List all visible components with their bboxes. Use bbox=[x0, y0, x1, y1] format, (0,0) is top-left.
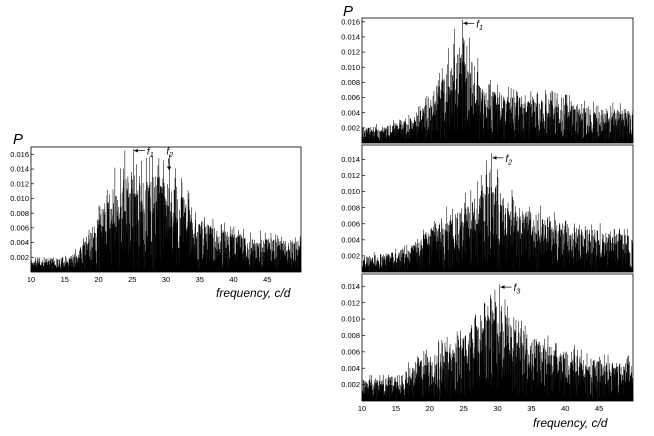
spectrum-series bbox=[361, 284, 634, 401]
x-tick-label: 45 bbox=[595, 404, 603, 413]
panel-combined: 0.002 0.004 0.006 0.008 0.010 0.012 0.014 0.016… bbox=[10, 131, 302, 300]
y-tick-label: 0.004 bbox=[341, 235, 360, 244]
x-tick-label: 20 bbox=[426, 404, 434, 413]
y-tick-label: 0.006 bbox=[341, 347, 360, 356]
spectrum-series bbox=[361, 19, 634, 143]
annotation-label: f1 bbox=[147, 147, 154, 160]
annotation-arrowhead bbox=[463, 21, 468, 26]
panel-f3: 0.002 0.004 0.006 0.008 0.010 0.012 0.014 10 15 2… bbox=[341, 273, 634, 430]
y-tick-label: 0.012 bbox=[10, 179, 29, 188]
y-tick-label: 0.016 bbox=[10, 150, 29, 159]
y-tick-label: 0.006 bbox=[341, 93, 360, 102]
y-tick-label: 0.008 bbox=[341, 203, 360, 212]
x-tick-label: 15 bbox=[61, 275, 69, 284]
y-tick-label: 0.002 bbox=[341, 380, 360, 389]
annotation-label: f3 bbox=[514, 283, 521, 296]
x-tick-label: 25 bbox=[459, 404, 467, 413]
x-tick-label: 15 bbox=[392, 404, 400, 413]
y-tick-label: 0.014 bbox=[341, 282, 360, 291]
y-tick-label: 0.010 bbox=[341, 315, 360, 324]
annotation-label: f2 bbox=[166, 147, 173, 160]
annotation-arrowhead bbox=[500, 285, 505, 289]
annotation-arrowhead bbox=[166, 166, 172, 171]
y-tick-label: 0.008 bbox=[341, 331, 360, 340]
x-tick-label: 35 bbox=[196, 275, 204, 284]
y-tick-label: 0.012 bbox=[341, 48, 360, 57]
peak-annotation-f1: f1 bbox=[133, 147, 154, 160]
annotation-label: f1 bbox=[476, 19, 483, 32]
x-axis-title: frequency, c/d bbox=[216, 286, 291, 300]
y-tick-label: 0.002 bbox=[341, 123, 360, 132]
annotation-label: f2 bbox=[505, 154, 512, 167]
x-tick-label: 30 bbox=[493, 404, 501, 413]
x-tick-label: 10 bbox=[358, 404, 366, 413]
x-tick-label: 25 bbox=[128, 275, 136, 284]
panel-f2: 0.002 0.004 0.006 0.008 0.010 0.012 0.014 f2 bbox=[341, 144, 634, 273]
y-axis-title: P bbox=[13, 131, 23, 148]
spectrum-series bbox=[30, 148, 302, 272]
peak-annotation-f2: f2 bbox=[492, 154, 512, 167]
y-tick-label: 0.010 bbox=[10, 194, 29, 203]
x-tick-label: 40 bbox=[561, 404, 569, 413]
y-tick-label: 0.010 bbox=[341, 187, 360, 196]
x-axis-title: frequency, c/d bbox=[533, 416, 608, 430]
y-tick-label: 0.004 bbox=[341, 364, 360, 373]
spectrum-series bbox=[361, 153, 634, 272]
peak-annotation-f1: f1 bbox=[463, 19, 483, 32]
y-tick-label: 0.002 bbox=[10, 253, 29, 262]
x-tick-label: 20 bbox=[94, 275, 102, 284]
y-tick-label: 0.006 bbox=[341, 219, 360, 228]
panel-f1: 0.002 0.004 0.006 0.008 0.010 0.012 0.014 0.016… bbox=[341, 3, 634, 144]
y-tick-label: 0.004 bbox=[10, 238, 29, 247]
x-tick-label: 35 bbox=[527, 404, 535, 413]
y-tick-label: 0.008 bbox=[341, 78, 360, 87]
y-tick-label: 0.016 bbox=[341, 17, 360, 26]
y-tick-label: 0.010 bbox=[341, 63, 360, 72]
y-tick-label: 0.006 bbox=[10, 223, 29, 232]
annotation-arrowhead bbox=[492, 156, 497, 160]
annotation-arrowhead bbox=[133, 148, 138, 153]
x-tick-label: 30 bbox=[162, 275, 170, 284]
peak-annotation-f2: f2 bbox=[166, 147, 173, 171]
y-axis-title: P bbox=[343, 3, 353, 20]
peak-annotation-f3: f3 bbox=[500, 283, 521, 296]
y-tick-label: 0.014 bbox=[341, 155, 360, 164]
x-tick-label: 40 bbox=[229, 275, 237, 284]
y-tick-label: 0.012 bbox=[341, 298, 360, 307]
y-tick-label: 0.014 bbox=[10, 165, 29, 174]
x-tick-label: 10 bbox=[27, 275, 35, 284]
y-tick-label: 0.012 bbox=[341, 171, 360, 180]
y-tick-label: 0.008 bbox=[10, 209, 29, 218]
y-tick-label: 0.002 bbox=[341, 252, 360, 261]
y-tick-label: 0.004 bbox=[341, 108, 360, 117]
x-tick-label: 45 bbox=[263, 275, 271, 284]
y-tick-label: 0.014 bbox=[341, 33, 360, 42]
